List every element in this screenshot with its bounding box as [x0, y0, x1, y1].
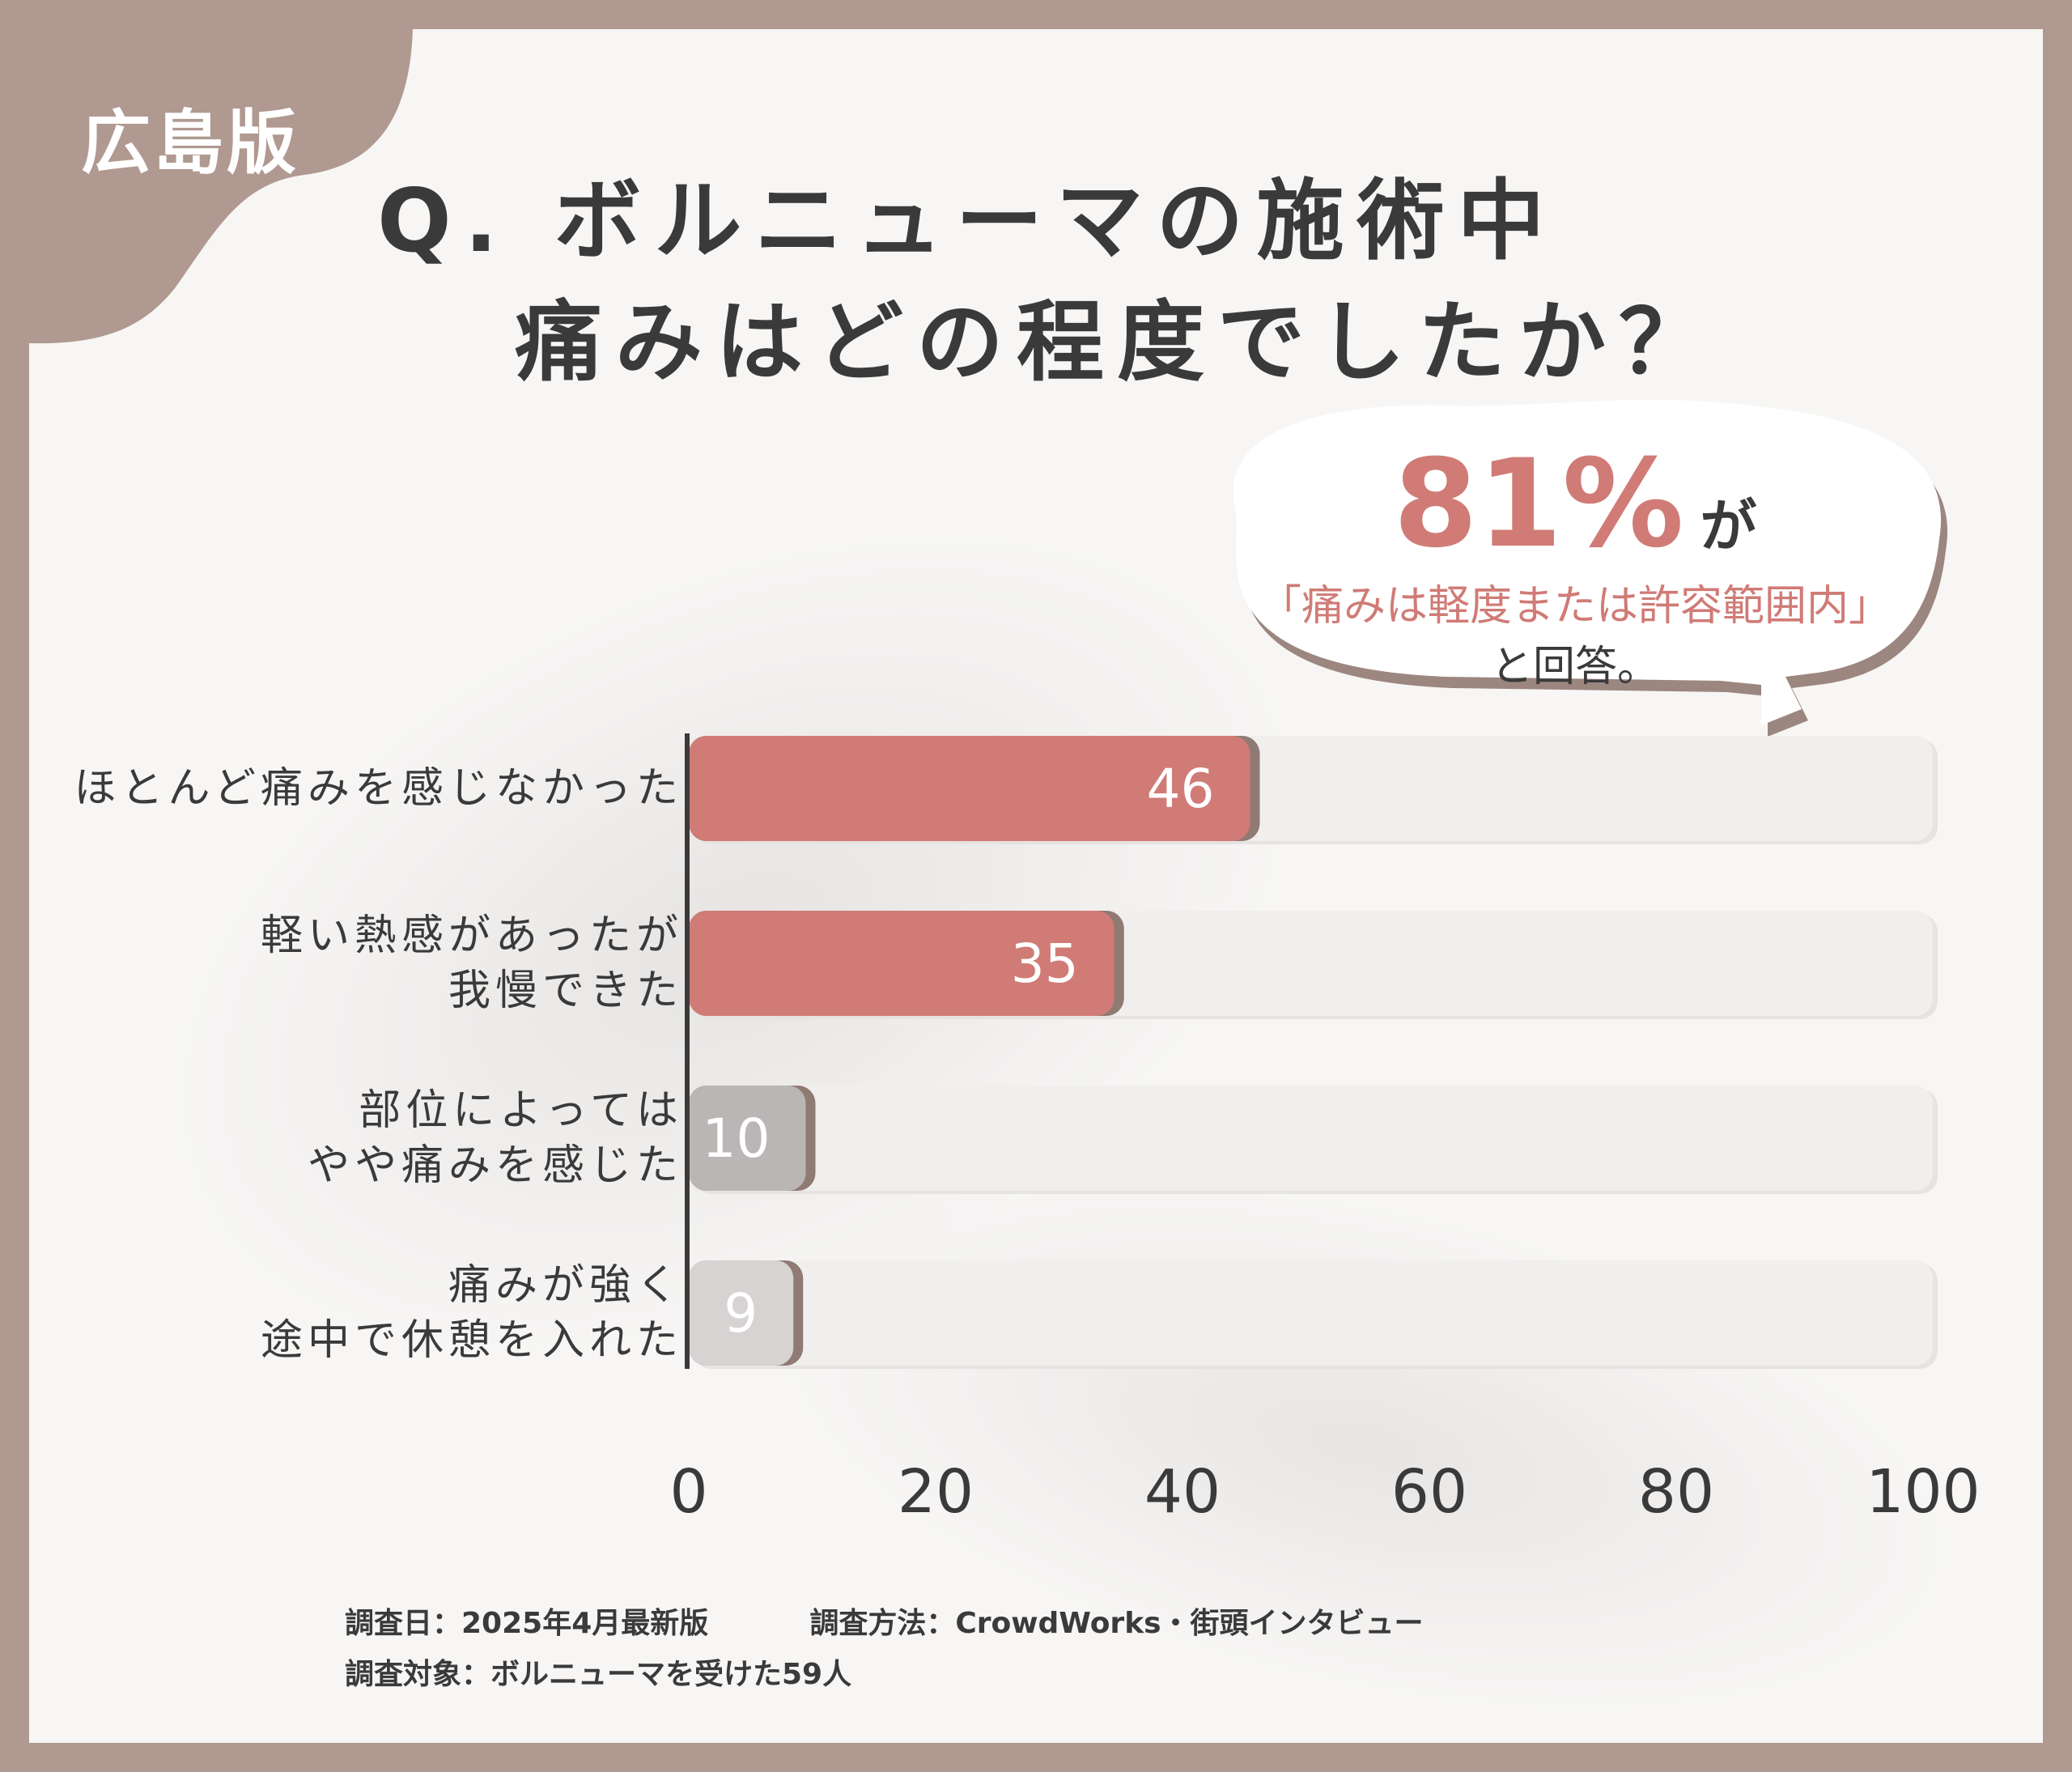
- x-tick-label: 60: [1391, 1457, 1467, 1527]
- category-label-line: 部位によっては: [359, 1086, 683, 1135]
- category-label-line: 途中で休憩を入れた: [260, 1316, 683, 1365]
- x-tick-label: 100: [1866, 1457, 1980, 1527]
- bar-value-label: 46: [1147, 758, 1215, 820]
- x-tick-label: 0: [669, 1457, 707, 1527]
- callout-answer: と回答。: [1490, 643, 1659, 691]
- category-label-line: やや痛みを感じた: [307, 1141, 683, 1190]
- bar-track: [689, 1086, 1933, 1191]
- bar: [689, 1086, 806, 1191]
- callout-particle: が: [1700, 493, 1757, 559]
- category-label: ほとんど痛みを感じなかった: [74, 761, 683, 816]
- bar-track: [689, 1260, 1933, 1366]
- region-label: 広島版: [81, 103, 299, 184]
- category-label: 部位によってはやや痛みを感じた: [308, 1083, 683, 1193]
- x-tick-label: 80: [1638, 1457, 1714, 1527]
- category-label: 軽い熱感があったが我慢できた: [261, 908, 683, 1018]
- bar-value-label: 35: [1011, 933, 1079, 995]
- callout-text: 81% が 「痛みは軽度または許容範囲内」 と回答。: [1211, 434, 1939, 691]
- bar-value-label: 10: [703, 1107, 771, 1170]
- callout-bubble: [1233, 399, 1948, 737]
- category-label: 痛みが強く途中で休憩を入れた: [261, 1258, 683, 1368]
- x-tick-label: 20: [898, 1457, 974, 1527]
- bar: [689, 1260, 794, 1366]
- x-tick-label: 40: [1144, 1457, 1221, 1527]
- bar-chart: 46 35 10 9 0 20 40 60 80 100: [669, 733, 1981, 1527]
- callout-quote: 「痛みは軽度または許容範囲内」: [1259, 582, 1891, 631]
- callout-percent: 81%: [1393, 434, 1684, 575]
- category-label-line: 軽い熱感があったが: [260, 911, 683, 960]
- survey-subject: 調査対象：ボルニューマを受けた59人: [345, 1658, 852, 1691]
- bar-value-label: 9: [724, 1282, 758, 1345]
- survey-date: 調査日：2025年4月最新版: [345, 1607, 709, 1640]
- bar: [689, 736, 1250, 841]
- bar: [689, 911, 1115, 1016]
- corner-tab: [29, 29, 413, 344]
- category-label-line: 痛みが強く: [448, 1261, 683, 1310]
- category-label-line: ほとんど痛みを感じなかった: [74, 764, 683, 813]
- card: 広島版 Q. ボルニューマの施術中 痛みはどの程度でしたか？ 81% が 「痛みは…: [29, 29, 2043, 1743]
- title-line-1: Q. ボルニューマの施術中: [377, 171, 1558, 272]
- footer-line-1: 調査日：2025年4月最新版 調査方法：CrowdWorks・街頭インタビュー: [345, 1600, 1424, 1642]
- survey-method: 調査方法：CrowdWorks・街頭インタビュー: [809, 1607, 1424, 1640]
- title-line-2: 痛みはどの程度でしたか？: [515, 292, 1720, 393]
- category-label-line: 我慢できた: [448, 967, 683, 1015]
